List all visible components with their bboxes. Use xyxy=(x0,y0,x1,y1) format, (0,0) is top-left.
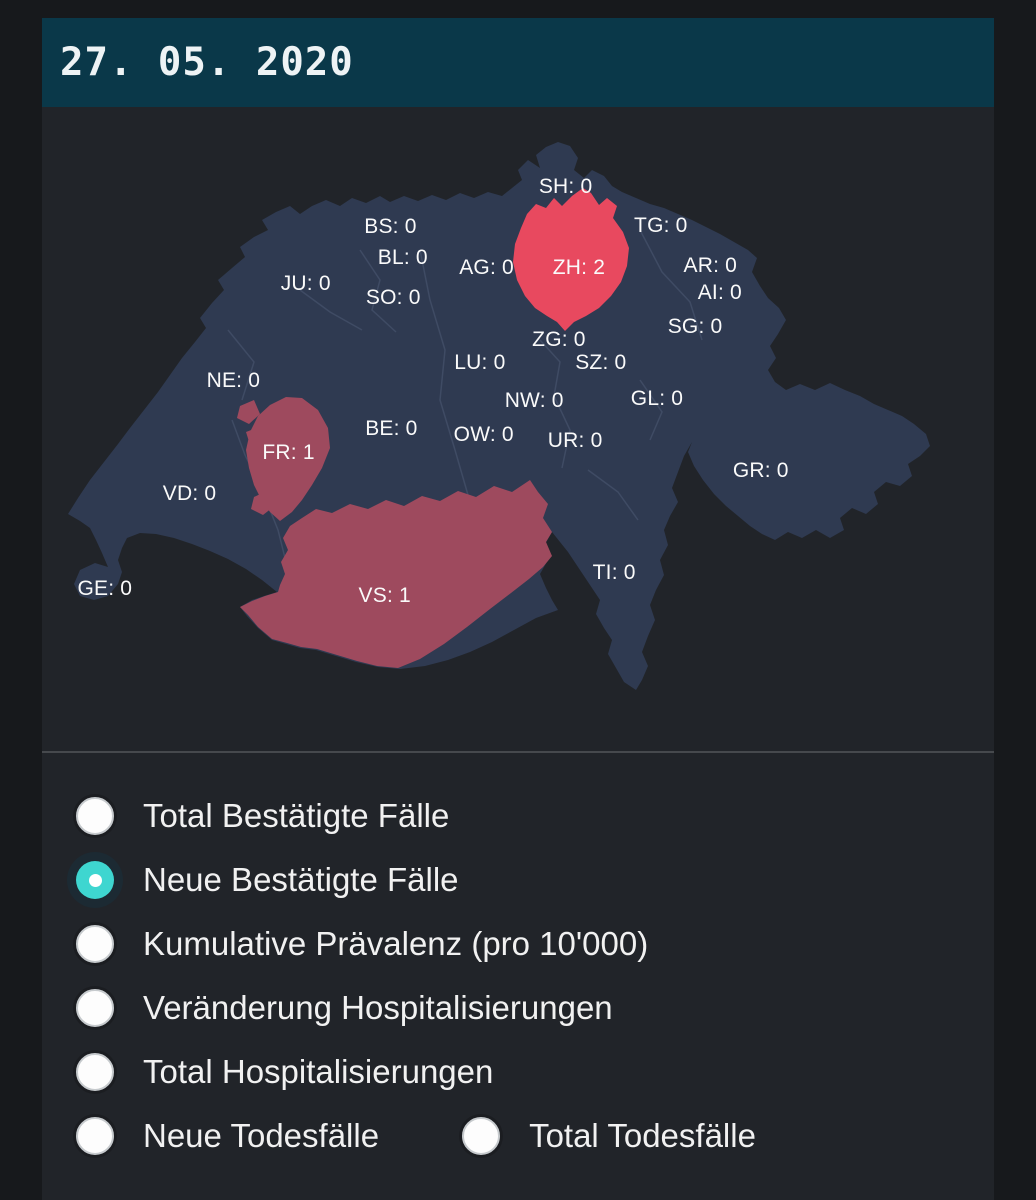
radio-option-label: Total Todesfälle xyxy=(529,1117,756,1154)
radio-circle[interactable] xyxy=(76,925,114,963)
radio-unselected-icon[interactable] xyxy=(67,1108,123,1164)
canton-vs-shape[interactable] xyxy=(240,480,552,668)
radio-option-label: Total Bestätigte Fälle xyxy=(143,797,450,834)
canton-label-bs: BS: 0 xyxy=(364,214,417,238)
radio-option-label: Neue Todesfälle xyxy=(143,1117,380,1154)
canton-label-ag: AG: 0 xyxy=(459,255,514,279)
canton-label-vd: VD: 0 xyxy=(162,482,217,506)
canton-label-lu: LU: 0 xyxy=(454,350,506,374)
switzerland-outline[interactable] xyxy=(68,142,930,690)
radio-row: Neue Todesfälle Total Todesfälle xyxy=(67,1108,994,1164)
radio-unselected-icon[interactable] xyxy=(67,788,123,844)
radio-circle[interactable] xyxy=(462,1117,501,1155)
radio-option[interactable]: Total Bestätigte Fälle xyxy=(67,788,449,844)
canton-label-ar: AR: 0 xyxy=(683,253,738,277)
canton-label-nw: NW: 0 xyxy=(504,389,564,413)
canton-label-zh: ZH: 2 xyxy=(552,255,606,279)
radio-option[interactable]: Neue Bestätigte Fälle xyxy=(67,852,459,908)
canton-label-be: BE: 0 xyxy=(365,416,418,440)
radio-row: Kumulative Prävalenz (pro 10'000) xyxy=(67,916,994,972)
switzerland-map: SH: 0 BS: 0 TG: 0 BL: 0 AG: 0 ZH: 2 AR: 0 AI: 0… xyxy=(42,107,994,748)
canton-label-zg: ZG: 0 xyxy=(532,328,586,352)
radio-unselected-icon[interactable] xyxy=(67,980,123,1036)
canton-label-so: SO: 0 xyxy=(365,286,421,310)
radio-option[interactable]: Total Todesfälle xyxy=(453,1108,756,1164)
radio-unselected-icon[interactable] xyxy=(67,916,123,972)
radio-option[interactable]: Neue Todesfälle xyxy=(67,1108,379,1164)
metric-radio-group: Total Bestätigte Fälle Neue Bestätigte Fä… xyxy=(42,751,994,1164)
radio-selected-icon[interactable] xyxy=(67,852,123,908)
canton-zh-shape[interactable] xyxy=(513,188,629,331)
radio-unselected-icon[interactable] xyxy=(67,1044,123,1100)
radio-unselected-icon[interactable] xyxy=(453,1108,509,1164)
radio-option[interactable]: Total Hospitalisierungen xyxy=(67,1044,493,1100)
radio-circle[interactable] xyxy=(76,1053,114,1091)
radio-circle[interactable] xyxy=(76,1117,114,1155)
canton-label-ge: GE: 0 xyxy=(77,577,133,601)
canton-label-ow: OW: 0 xyxy=(453,423,514,447)
radio-option[interactable]: Veränderung Hospitalisierungen xyxy=(67,980,613,1036)
canton-label-gl: GL: 0 xyxy=(630,387,684,411)
radio-option-label: Neue Bestätigte Fälle xyxy=(143,861,459,898)
radio-option-label: Veränderung Hospitalisierungen xyxy=(143,989,613,1026)
radio-row: Neue Bestätigte Fälle xyxy=(67,852,994,908)
canton-label-gr: GR: 0 xyxy=(732,459,789,483)
radio-circle[interactable] xyxy=(76,797,114,835)
radio-option-label: Total Hospitalisierungen xyxy=(143,1053,494,1090)
canton-label-tg: TG: 0 xyxy=(634,214,688,238)
canton-label-sg: SG: 0 xyxy=(667,314,723,338)
radio-circle[interactable] xyxy=(76,989,114,1027)
canton-label-ur: UR: 0 xyxy=(547,428,603,452)
canton-label-ai: AI: 0 xyxy=(697,280,742,304)
canton-label-bl: BL: 0 xyxy=(377,246,428,270)
canton-label-vs: VS: 1 xyxy=(358,584,411,608)
radio-row: Total Bestätigte Fälle xyxy=(67,788,994,844)
canton-label-sz: SZ: 0 xyxy=(575,350,627,374)
canton-label-ju: JU: 0 xyxy=(280,271,331,295)
radio-option-label: Kumulative Prävalenz (pro 10'000) xyxy=(143,925,649,962)
radio-row: Total Hospitalisierungen xyxy=(67,1044,994,1100)
radio-dot xyxy=(88,873,102,887)
radio-row: Veränderung Hospitalisierungen xyxy=(67,980,994,1036)
radio-option[interactable]: Kumulative Prävalenz (pro 10'000) xyxy=(67,916,648,972)
divider-spacer xyxy=(42,748,994,751)
canton-fr-shape[interactable] xyxy=(237,397,330,521)
radio-circle[interactable] xyxy=(76,861,114,899)
canton-label-ti: TI: 0 xyxy=(592,561,636,584)
canton-label-fr: FR: 1 xyxy=(262,441,315,465)
current-date: 27. 05. 2020 xyxy=(60,40,354,85)
date-header: 27. 05. 2020 xyxy=(42,18,994,107)
dashboard-card: 27. 05. 2020 SH: 0 BS: 0 TG: 0 BL: 0 AG: 0 ZH… xyxy=(42,18,994,1200)
canton-label-sh: SH: 0 xyxy=(538,175,593,199)
canton-label-ne: NE: 0 xyxy=(206,369,261,393)
choropleth-svg xyxy=(68,142,930,690)
